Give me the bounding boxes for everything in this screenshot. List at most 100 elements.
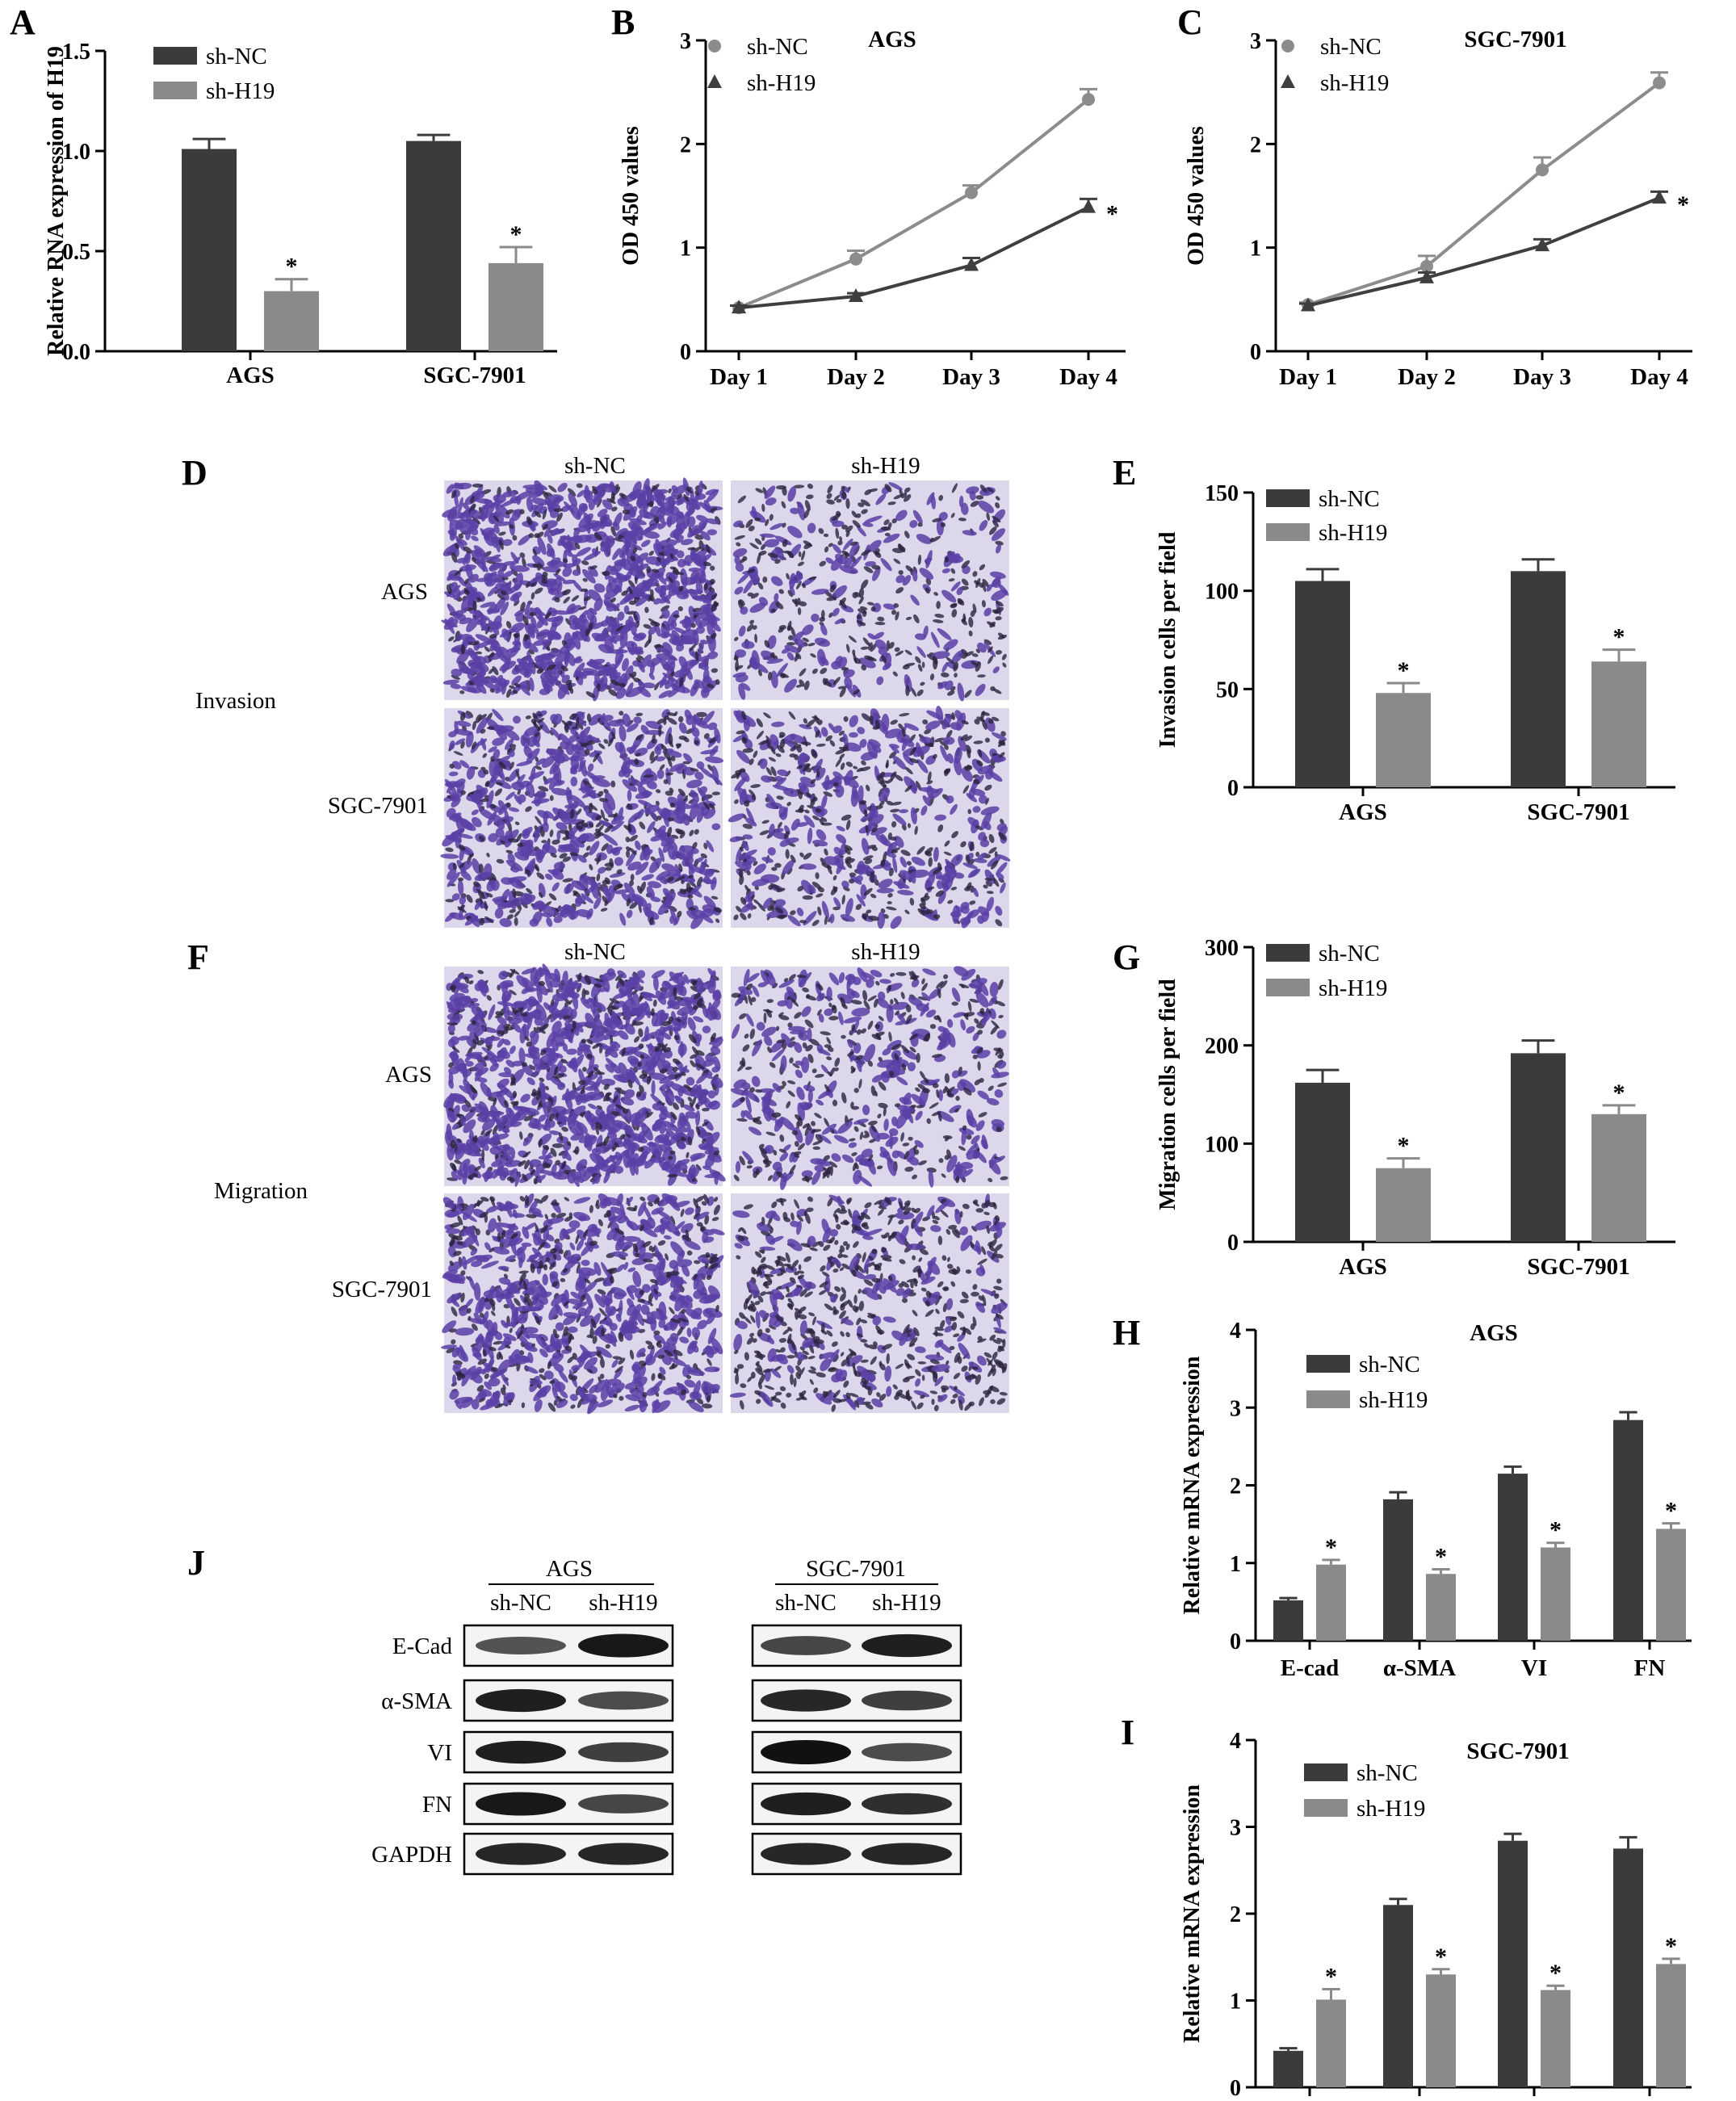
stained-cell <box>514 572 523 591</box>
stained-cell <box>586 659 606 666</box>
stained-cell <box>505 509 514 515</box>
stained-cell <box>500 602 509 616</box>
significance-mark: * <box>286 254 298 280</box>
stained-cell <box>443 618 459 631</box>
stained-cell <box>706 518 719 525</box>
stained-cell <box>685 668 693 681</box>
x-tick-label: Day 1 <box>1279 364 1337 390</box>
stained-cell <box>585 691 596 698</box>
stained-cell <box>456 652 469 665</box>
stained-cell <box>650 589 654 598</box>
stained-cell <box>629 518 647 526</box>
stained-cell <box>710 507 718 513</box>
stained-cell <box>451 552 458 563</box>
x-tick-label: Day 2 <box>1398 364 1456 390</box>
legend-label: sh-NC <box>747 34 808 60</box>
category-label: α-SMA <box>1383 1655 1456 1681</box>
y-tick-label: 0.0 <box>62 340 90 365</box>
stained-cell <box>588 589 602 602</box>
stained-cell <box>633 613 638 621</box>
micro-f-col-label-2: sh-H19 <box>851 939 920 965</box>
stained-cell <box>687 525 699 539</box>
stained-cell <box>493 577 502 583</box>
stained-cell <box>562 558 568 564</box>
series-line <box>1307 196 1660 308</box>
stained-cell <box>458 663 472 675</box>
data-point <box>849 287 863 302</box>
stained-cell <box>653 598 662 605</box>
stained-cell <box>535 658 545 668</box>
category-label: VI <box>1521 1655 1547 1681</box>
stained-cell <box>666 514 679 526</box>
stained-cell <box>532 555 545 567</box>
y-tick-label: 0 <box>1227 776 1239 801</box>
stained-cell <box>528 533 535 539</box>
stained-cell <box>491 644 504 654</box>
y-tick-label: 1.5 <box>62 40 90 65</box>
stained-cell <box>619 493 625 497</box>
stained-cell <box>628 600 636 606</box>
bar <box>1613 1420 1643 1641</box>
y-tick-label: 0 <box>1227 1231 1239 1256</box>
y-tick-label: 0 <box>1250 340 1261 365</box>
stained-cell <box>696 514 708 522</box>
micro-f-row-label-1: AGS <box>385 1062 432 1088</box>
y-tick-label: 200 <box>1205 1034 1239 1059</box>
y-tick-label: 2 <box>680 132 691 157</box>
stained-cell <box>754 517 761 522</box>
micrograph-tile <box>440 708 724 929</box>
stained-cell <box>457 877 464 882</box>
stained-cell <box>623 505 638 521</box>
stained-cell <box>494 521 512 526</box>
significance-mark: * <box>1398 657 1410 684</box>
stained-cell <box>536 668 544 674</box>
stained-cell <box>530 504 539 511</box>
stained-cell <box>683 493 690 503</box>
stained-cell <box>447 512 467 519</box>
stained-cell <box>529 611 537 617</box>
stained-cell <box>614 559 631 567</box>
stained-cell <box>664 623 675 631</box>
y-axis-label: Relative mRNA expression <box>1180 1784 1205 2043</box>
stained-cell <box>442 509 457 518</box>
stained-cell <box>515 612 525 623</box>
bar <box>1295 581 1350 787</box>
stained-cell <box>522 484 543 489</box>
stained-cell <box>619 594 634 606</box>
data-point <box>1536 163 1549 177</box>
significance-mark: * <box>1435 1543 1447 1570</box>
category-label: AGS <box>226 363 275 388</box>
stained-cell <box>706 489 719 503</box>
stained-cell <box>560 665 568 672</box>
stained-cell <box>541 677 551 694</box>
stained-cell <box>631 671 637 677</box>
stained-cell <box>688 567 702 572</box>
stained-cell <box>496 1144 509 1151</box>
stained-cell <box>672 569 680 575</box>
stained-cell <box>660 557 667 567</box>
stained-cell <box>518 656 530 667</box>
stained-cell <box>604 639 614 653</box>
stained-cell <box>552 666 561 681</box>
y-tick-label: 1 <box>1230 1552 1241 1577</box>
significance-mark: * <box>1613 624 1625 651</box>
legend-label: sh-H19 <box>1359 1387 1428 1413</box>
stained-cell <box>551 528 560 536</box>
stained-cell <box>680 635 698 645</box>
stained-cell <box>640 539 651 547</box>
stained-cell <box>458 533 464 539</box>
stained-cell <box>572 535 593 543</box>
stained-cell <box>489 500 504 506</box>
stained-cell <box>707 683 715 689</box>
stained-cell <box>705 489 718 496</box>
stained-cell <box>551 610 570 615</box>
stained-cell <box>512 535 518 541</box>
stained-cell <box>477 610 484 621</box>
stained-cell <box>533 1177 538 1185</box>
chart-title: AGS <box>868 27 916 52</box>
y-axis-label: Migration cells per field <box>1155 979 1180 1210</box>
stained-cell <box>555 568 560 576</box>
